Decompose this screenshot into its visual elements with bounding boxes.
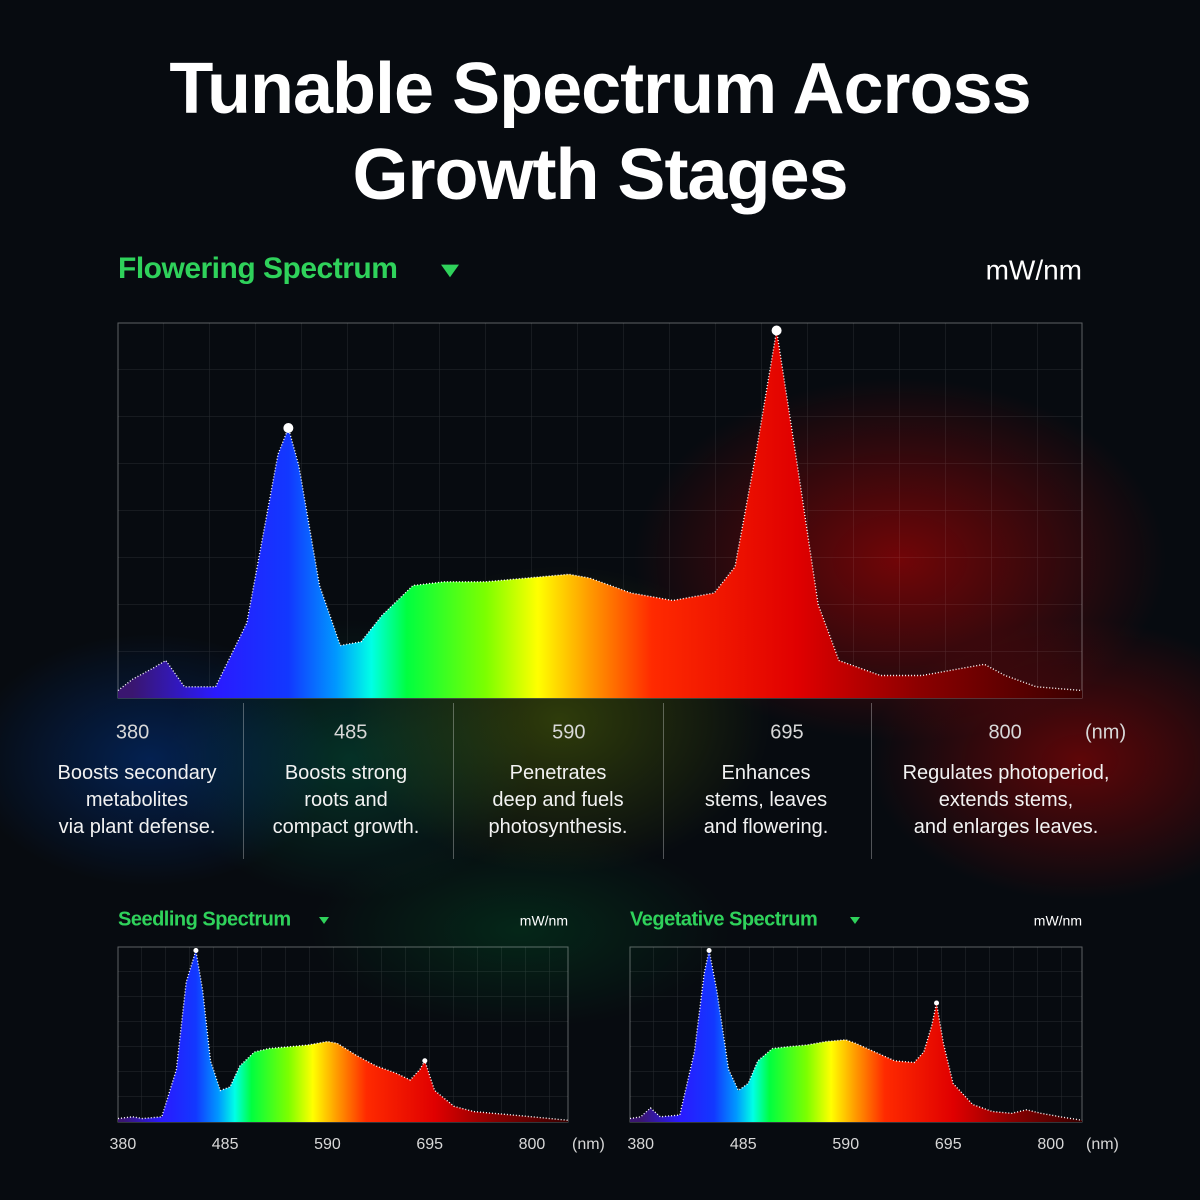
chart-title: Vegetative Spectrum xyxy=(630,908,817,930)
x-axis-label: (nm) xyxy=(1085,721,1126,743)
note: Regulates photoperiod, extends stems, an… xyxy=(902,762,1110,838)
x-tick-label: 380 xyxy=(110,1136,137,1153)
note: Boosts strong roots and compact growth. xyxy=(272,762,420,838)
x-tick-label: 485 xyxy=(730,1136,757,1153)
y-axis-label: mW/nm xyxy=(520,913,568,929)
x-tick-label: 485 xyxy=(212,1136,239,1153)
x-axis-label: (nm) xyxy=(1086,1136,1119,1153)
peak-dot xyxy=(283,423,294,433)
note: Boosts secondary metabolites via plant d… xyxy=(57,762,217,838)
chart-title: Seedling Spectrum xyxy=(118,908,291,930)
x-tick-label: 590 xyxy=(832,1136,859,1153)
peak-dot xyxy=(706,948,712,953)
peak-dot xyxy=(771,325,782,336)
separator xyxy=(871,703,872,859)
note: Enhances stems, leaves and flowering. xyxy=(703,762,829,838)
separator xyxy=(453,703,454,859)
x-tick-label: 800 xyxy=(988,721,1021,743)
separator xyxy=(663,703,664,859)
spectrum-area xyxy=(118,330,1082,698)
spectrum-area xyxy=(118,950,568,1122)
dropdown-arrow xyxy=(441,264,459,278)
x-tick-label: 590 xyxy=(552,721,585,743)
x-tick-label: 380 xyxy=(627,1136,654,1153)
spectrum-line xyxy=(117,950,569,1121)
x-tick-label: 590 xyxy=(314,1136,341,1153)
separator xyxy=(243,703,244,859)
note: Penetrates deep and fuels photosynthesis… xyxy=(488,762,628,838)
page-title: Tunable Spectrum Across Growth Stages xyxy=(169,49,1031,215)
spectrum-area xyxy=(630,950,1082,1122)
x-tick-label: 485 xyxy=(334,721,367,743)
x-tick-label: 800 xyxy=(519,1136,546,1153)
chart-title: Flowering Spectrum xyxy=(118,252,397,285)
x-tick-label: 800 xyxy=(1037,1136,1064,1153)
y-axis-label: mW/nm xyxy=(1034,913,1082,929)
peak-dot xyxy=(422,1058,428,1064)
x-tick-label: 695 xyxy=(935,1136,962,1153)
dropdown-arrow xyxy=(850,917,860,924)
peak-dot xyxy=(934,1000,940,1006)
dropdown-arrow xyxy=(319,917,329,924)
peak-dot xyxy=(193,948,199,953)
y-axis-label: mW/nm xyxy=(986,254,1082,285)
x-axis-label: (nm) xyxy=(572,1136,605,1153)
x-tick-label: 695 xyxy=(770,721,803,743)
spectrum-line xyxy=(629,950,1083,1121)
x-tick-label: 380 xyxy=(116,721,149,743)
x-tick-label: 695 xyxy=(416,1136,443,1153)
